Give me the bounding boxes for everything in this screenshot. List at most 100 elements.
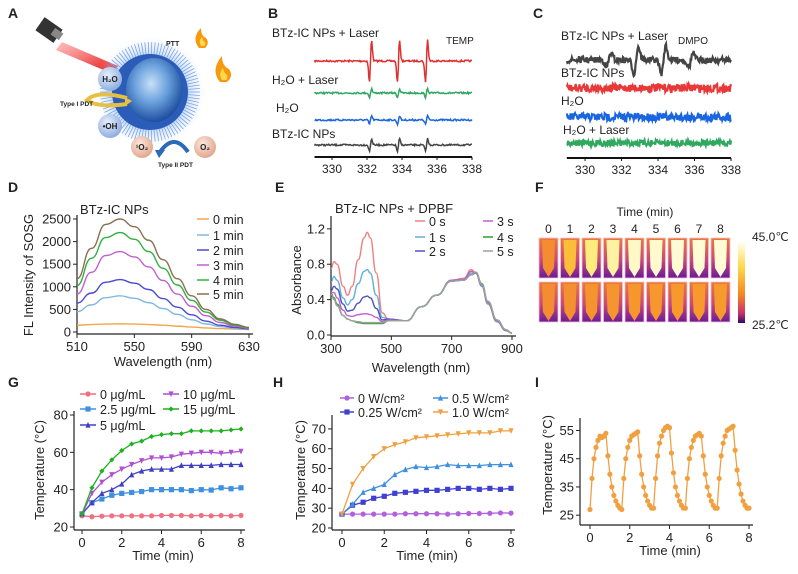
data-point <box>434 463 440 470</box>
data-point <box>676 498 683 504</box>
data-point <box>714 505 720 511</box>
data-point <box>188 488 194 494</box>
type2-pdt-label: Type II PDT <box>158 162 193 169</box>
fringe-line <box>121 50 130 61</box>
x-tick-label: 334 <box>392 162 412 176</box>
y-tick-label: 0.0 <box>307 328 325 343</box>
arrowhead-icon <box>125 97 132 106</box>
series-0-s <box>330 231 513 334</box>
data-point <box>688 444 694 451</box>
fringe-line <box>182 65 193 73</box>
data-point <box>455 462 461 469</box>
data-point <box>445 461 451 468</box>
data-point <box>508 485 514 491</box>
data-point <box>158 432 165 438</box>
data-point <box>674 492 681 499</box>
data-point <box>198 449 204 456</box>
legend-item: 4 min <box>197 274 244 288</box>
data-point <box>666 425 673 431</box>
thermal-time-label: 5 <box>653 222 660 236</box>
data-point <box>609 484 615 490</box>
legend-item: 3 s <box>483 215 514 229</box>
data-point <box>392 511 398 517</box>
data-point <box>89 514 95 520</box>
data-point <box>381 493 387 499</box>
data-point <box>637 453 643 459</box>
fringe-line <box>187 96 200 100</box>
singlet-oxygen-bubble <box>131 136 153 158</box>
panel-label-d: D <box>8 179 18 195</box>
series-line <box>76 218 250 329</box>
data-point <box>718 453 724 459</box>
thermal-image <box>710 237 731 279</box>
x-axis-label: Wavelength (nm) <box>114 354 213 369</box>
chart-b: 330 332 334 336 338 TEMP BTz-IC NPs + Laser H₂O… <box>272 26 482 176</box>
colorbar <box>738 243 745 323</box>
data-point <box>168 466 175 472</box>
data-point <box>730 423 736 429</box>
data-point <box>339 511 345 518</box>
x-tick-label: 500 <box>380 341 402 356</box>
fringe-line <box>168 124 176 136</box>
data-point <box>508 428 514 434</box>
data-point <box>589 475 595 482</box>
fringe-line <box>173 52 182 63</box>
chart-g: 0 2 4 6 8 20 40 60 80 Time (min) Temperature (°C) 0… <box>32 388 245 563</box>
y-tick-label: 0 <box>64 325 71 340</box>
series-2-s <box>330 272 513 334</box>
data-point <box>672 484 679 490</box>
data-point <box>371 485 377 491</box>
fringe-line <box>101 99 113 103</box>
data-point <box>360 465 366 472</box>
data-point <box>508 461 514 468</box>
data-point <box>635 429 641 435</box>
y-tick-label: 35 <box>560 479 574 494</box>
x-tick-label: 0 <box>586 530 593 545</box>
data-point <box>413 488 419 494</box>
series-line <box>330 231 513 334</box>
x-tick-label: 2 <box>626 530 633 545</box>
legend-item: 0 μg/mL <box>80 388 145 402</box>
data-point <box>360 499 366 505</box>
data-point <box>109 472 115 478</box>
data-point <box>109 457 115 463</box>
data-point <box>139 438 145 444</box>
y-tick-label: 60 <box>54 445 68 460</box>
fringe-line <box>161 44 166 56</box>
legend-label: 1.0 W/cm² <box>452 406 509 420</box>
data-point <box>349 501 356 507</box>
panel-label-h: H <box>273 374 283 390</box>
fringe-line <box>178 59 189 68</box>
data-point <box>208 487 214 493</box>
legend-label: 0.5 W/cm² <box>452 392 509 406</box>
data-point <box>148 455 155 462</box>
panel-label-c: C <box>533 5 543 21</box>
trace-label: BTz-IC NPs <box>272 127 335 141</box>
y-tick-label: 1.2 <box>307 221 325 236</box>
data-point <box>402 511 408 517</box>
series-temperature <box>587 423 752 513</box>
legend-item: 4 s <box>483 231 514 245</box>
thermal-image <box>646 281 666 323</box>
tube-heat-fill <box>714 240 727 277</box>
series-1-min <box>76 295 250 330</box>
series-line <box>341 430 511 515</box>
data-point <box>99 496 105 502</box>
tube-heat-fill <box>649 284 663 321</box>
data-point <box>208 428 214 434</box>
y-tick-label: 0.8 <box>307 257 325 272</box>
fringe-line <box>187 88 200 90</box>
chart-annotation: BTz-IC NPs + DPBF <box>335 201 453 216</box>
x-tick-label: 590 <box>181 339 203 354</box>
panel-f-thermal-images: Time (min) 0 1 2 3 4 5 6 7 8 45.0℃ 25.2℃ <box>538 205 789 332</box>
x-axis-label: Wavelength (nm) <box>372 360 471 375</box>
trace-label: BTz-IC NPs <box>561 66 624 80</box>
series-0-g-ml <box>79 512 244 520</box>
x-tick-label: 8 <box>507 535 514 550</box>
data-point <box>684 475 690 482</box>
series-5-g-ml <box>79 461 244 517</box>
trace-label: BTz-IC NPs + Laser <box>561 29 668 43</box>
fringe-line <box>113 56 123 66</box>
data-point <box>109 486 115 493</box>
